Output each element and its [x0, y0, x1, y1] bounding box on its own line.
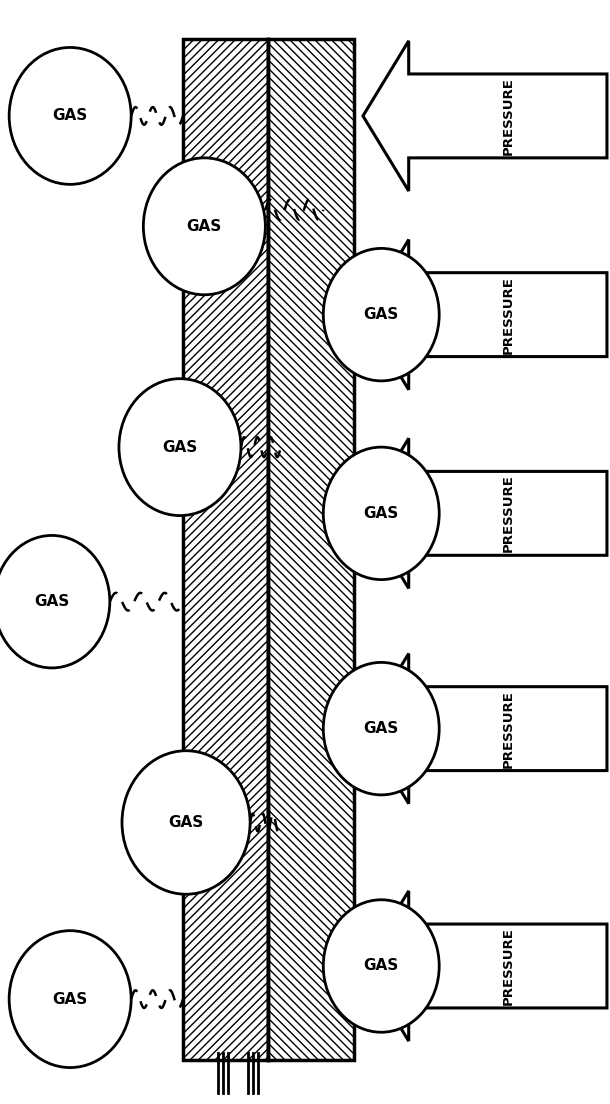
Ellipse shape: [9, 47, 131, 184]
Text: PRESSURE: PRESSURE: [501, 276, 514, 353]
Ellipse shape: [323, 447, 439, 580]
Text: PRESSURE: PRESSURE: [501, 690, 514, 767]
Text: GAS: GAS: [364, 307, 399, 322]
Polygon shape: [363, 891, 607, 1041]
Text: PRESSURE: PRESSURE: [501, 475, 514, 552]
Ellipse shape: [122, 751, 250, 894]
Ellipse shape: [143, 158, 265, 295]
Text: GAS: GAS: [168, 815, 204, 830]
Ellipse shape: [323, 900, 439, 1032]
Ellipse shape: [0, 535, 110, 668]
Text: PRESSURE: PRESSURE: [501, 77, 514, 155]
Text: GAS: GAS: [52, 108, 88, 124]
Text: GAS: GAS: [162, 439, 198, 455]
Ellipse shape: [323, 248, 439, 381]
Polygon shape: [363, 654, 607, 804]
Text: PRESSURE: PRESSURE: [501, 927, 514, 1005]
Bar: [268, 39, 354, 1060]
Polygon shape: [363, 240, 607, 390]
Polygon shape: [363, 41, 607, 191]
Ellipse shape: [119, 379, 241, 516]
Text: GAS: GAS: [52, 991, 88, 1007]
Text: GAS: GAS: [34, 594, 70, 609]
Text: GAS: GAS: [364, 721, 399, 736]
Text: GAS: GAS: [187, 219, 222, 234]
Text: GAS: GAS: [364, 958, 399, 974]
Bar: [183, 39, 268, 1060]
Ellipse shape: [323, 662, 439, 795]
Ellipse shape: [9, 931, 131, 1068]
Text: GAS: GAS: [364, 506, 399, 521]
Polygon shape: [363, 438, 607, 588]
